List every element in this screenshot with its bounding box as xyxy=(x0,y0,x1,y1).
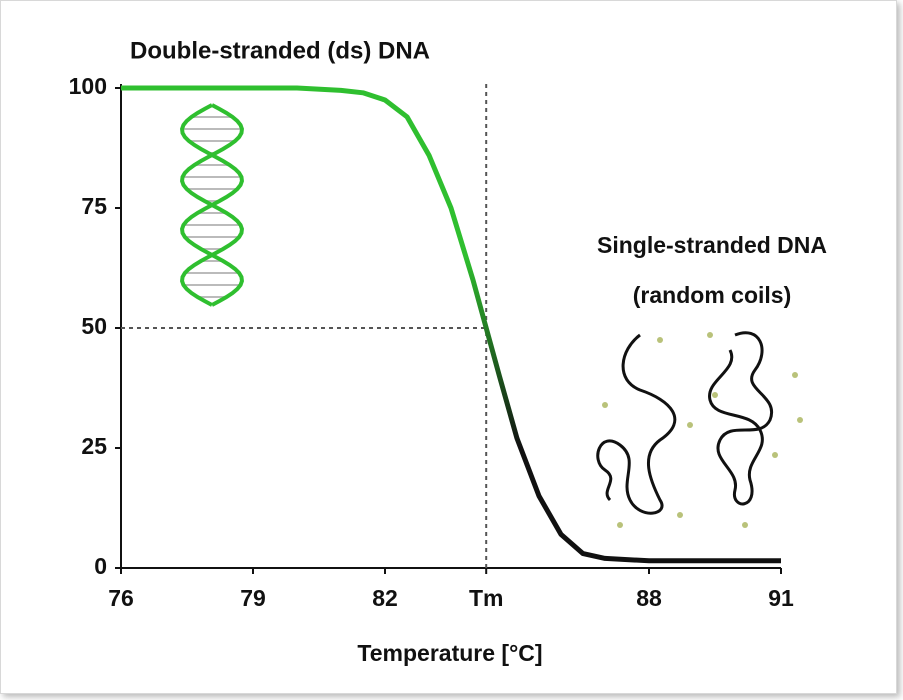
chart-title: Double-stranded (ds) DNA xyxy=(130,37,430,64)
x-tick-label: 82 xyxy=(372,585,398,611)
y-tick-label: 100 xyxy=(69,73,107,99)
melting-curve xyxy=(121,85,781,564)
y-tick-label: 75 xyxy=(81,193,107,219)
annotation: (random coils) xyxy=(633,282,791,308)
x-tick-label: 88 xyxy=(636,585,662,611)
x-tick-label: 91 xyxy=(768,585,794,611)
particle-illustration xyxy=(602,332,803,528)
x-axis-label: Temperature [°C] xyxy=(357,640,542,666)
coil-illustration xyxy=(596,331,774,515)
annotation: Single-stranded DNA xyxy=(597,232,827,258)
y-tick-label: 50 xyxy=(81,313,107,339)
x-tick-label: Tm xyxy=(469,585,504,611)
x-tick-label: 79 xyxy=(240,585,266,611)
y-tick-label: 0 xyxy=(94,553,107,579)
x-tick-label: 76 xyxy=(108,585,134,611)
y-tick-label: 25 xyxy=(81,433,107,459)
helix-illustration xyxy=(180,103,244,307)
